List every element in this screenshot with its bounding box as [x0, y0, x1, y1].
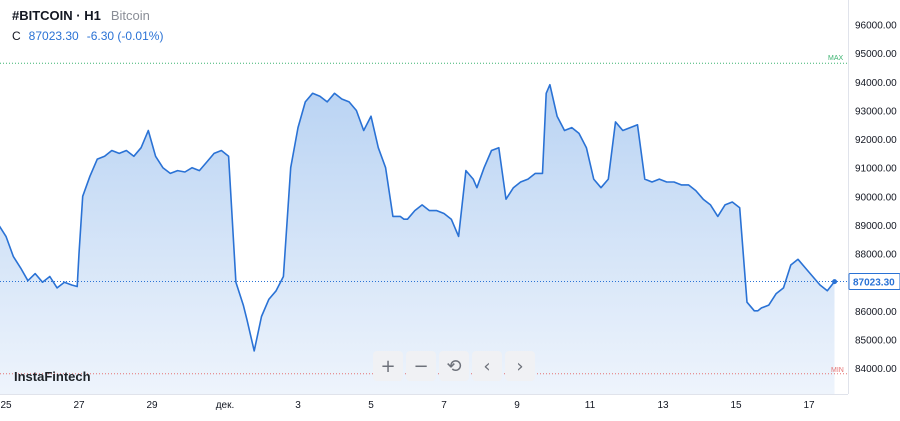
y-tick-label: 86000.00	[855, 307, 897, 318]
price-area-fill	[0, 84, 835, 394]
y-tick-label: 93000.00	[855, 106, 897, 117]
x-tick-label: дек.	[216, 400, 235, 411]
y-tick-label: 91000.00	[855, 164, 897, 175]
chart-legend: #BITCOIN · H1 Bitcoin C 87023.30 -6.30 (…	[12, 8, 163, 43]
x-tick-label: 29	[146, 400, 158, 411]
last-price-label: 87023.30	[853, 278, 895, 289]
y-tick-label: 85000.00	[855, 335, 897, 346]
y-tick-label: 88000.00	[855, 250, 897, 261]
min-line-label: MIN	[831, 367, 844, 374]
y-tick-label: 95000.00	[855, 49, 897, 60]
zoom-in-button[interactable]: +	[373, 351, 403, 381]
brand-logo-text: InstaFintech	[14, 369, 91, 384]
symbol-title: #BITCOIN · H1	[12, 8, 101, 23]
x-tick-label: 17	[803, 400, 815, 411]
x-tick-label: 13	[657, 400, 669, 411]
x-tick-label: 11	[585, 400, 596, 411]
x-tick-label: 9	[514, 400, 520, 411]
x-tick-label: 15	[730, 400, 742, 411]
scroll-right-button[interactable]: ›	[505, 351, 535, 381]
y-tick-label: 84000.00	[855, 364, 897, 375]
symbol-description: Bitcoin	[110, 8, 150, 23]
x-tick-label: 25	[0, 400, 12, 411]
y-tick-label: 90000.00	[855, 192, 897, 203]
close-label: C	[12, 29, 21, 43]
price-line-series[interactable]	[0, 83, 836, 352]
x-tick-label: 5	[368, 400, 374, 411]
max-line-label: MAX	[828, 55, 844, 62]
x-tick-label: 3	[295, 400, 301, 411]
zoom-out-button[interactable]: −	[406, 351, 436, 381]
chart-toolbar: + − ⟲ ‹ ›	[373, 351, 535, 381]
y-tick-label: 89000.00	[855, 221, 897, 232]
scroll-left-button[interactable]: ‹	[472, 351, 502, 381]
x-tick-label: 27	[73, 400, 85, 411]
x-tick-label: 7	[441, 400, 447, 411]
y-tick-label: 94000.00	[855, 78, 897, 89]
price-change: -6.30 (-0.01%)	[86, 29, 164, 43]
last-price-point	[832, 279, 838, 285]
close-value: 87023.30	[28, 29, 79, 43]
y-tick-label: 92000.00	[855, 135, 897, 146]
y-tick-label: 96000.00	[855, 21, 897, 32]
last-price-badge	[848, 273, 900, 291]
reset-chart-button[interactable]: ⟲	[439, 351, 469, 381]
